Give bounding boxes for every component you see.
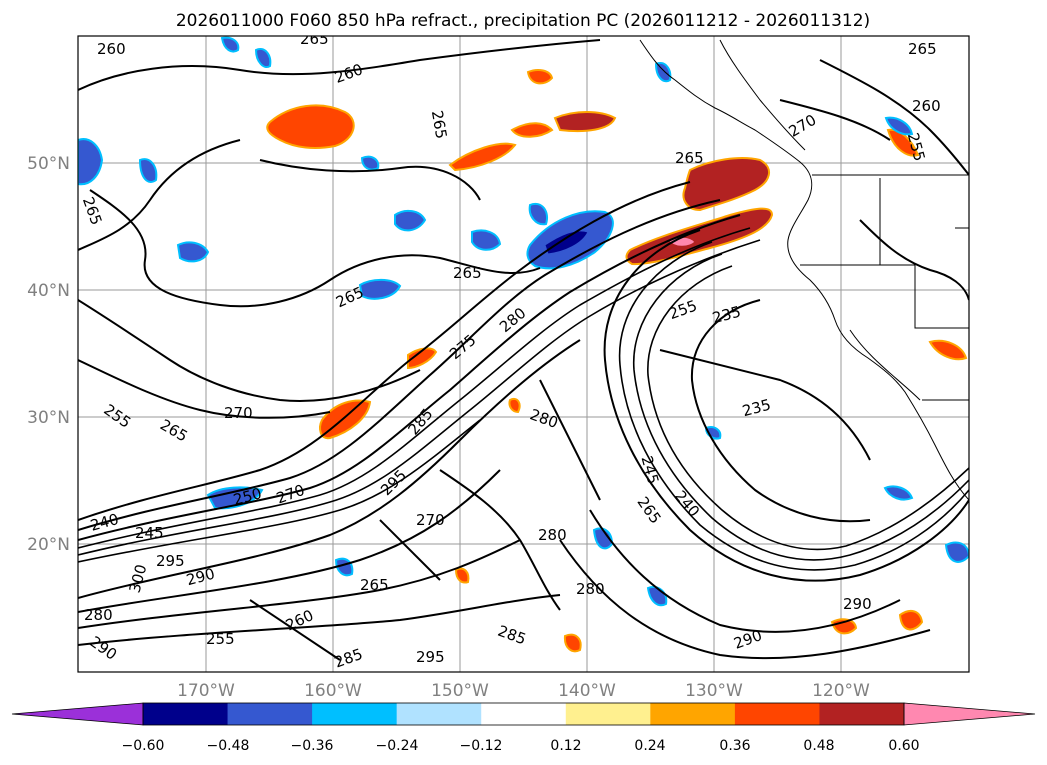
precip-patch-positive: [625, 207, 774, 266]
precip-patch-negative: [528, 202, 548, 226]
precip-patch-positive: [682, 157, 770, 212]
colorbar-segment: [143, 703, 229, 725]
precip-patch-negative: [654, 62, 672, 83]
contour-label: 270: [224, 404, 253, 422]
lon-label: 150°W: [431, 681, 489, 701]
map-frame: [77, 35, 970, 673]
precip-patch-positive: [898, 609, 924, 631]
colorbar-tick-label: −0.48: [207, 738, 250, 754]
colorbar-ticks: −0.60 −0.48 −0.36 −0.24 −0.12 0.12 0.24 …: [122, 738, 920, 754]
precip-patch-negative: [544, 230, 589, 255]
precip-patch-negative: [358, 278, 402, 300]
lon-label: 160°W: [304, 681, 362, 701]
precip-patch-negative: [394, 209, 427, 232]
colorbar-tick-label: 0.24: [634, 738, 665, 754]
lat-label: 30°N: [27, 408, 70, 428]
coastline: [639, 39, 969, 501]
longitude-labels: 170°W 160°W 150°W 140°W 130°W 120°W: [177, 681, 870, 701]
colorbar-segments: [143, 703, 905, 725]
colorbar-segment: [734, 703, 820, 725]
refractivity-contours: [78, 39, 969, 661]
colorbar-tick-label: 0.12: [550, 738, 581, 754]
contour-label: 265: [908, 40, 937, 58]
colorbar-segment: [565, 703, 651, 725]
precip-patch-positive: [266, 104, 355, 149]
latitude-labels: 50°N 40°N 30°N 20°N: [27, 154, 70, 555]
precip-patch-negative: [220, 36, 240, 53]
precip-patch-negative: [254, 48, 272, 68]
contour-label: 265: [453, 264, 482, 282]
contour-label: 260: [912, 97, 941, 115]
precip-patch-positive: [553, 111, 617, 133]
lat-label: 40°N: [27, 281, 70, 301]
colorbar-segment: [396, 703, 482, 725]
precip-patch-positive: [454, 567, 470, 584]
colorbar-segment: [481, 703, 567, 725]
contour-label: 260: [97, 40, 126, 58]
colorbar-tick-label: 0.36: [719, 738, 750, 754]
chart-title: 2026011000 F060 850 hPa refract., precip…: [176, 11, 870, 31]
precip-patch-positive: [448, 142, 517, 172]
precip-patch-positive: [508, 398, 521, 414]
precip-patch-negative: [944, 541, 969, 563]
colorbar-min-extend: [11, 702, 144, 726]
colorbar-max-extend: [903, 702, 1036, 726]
contour-label: 280: [538, 526, 567, 544]
contour-label: 265: [428, 109, 451, 140]
precip-patch-positive: [526, 69, 554, 85]
contour-label: 245: [135, 524, 164, 542]
contour-label: 280: [84, 606, 113, 624]
precip-patch-positive: [928, 339, 968, 361]
colorbar-segment: [650, 703, 736, 725]
colorbar-frame: [142, 702, 905, 726]
lon-label: 130°W: [685, 681, 743, 701]
colorbar-tick-label: −0.12: [460, 738, 503, 754]
contour-label: 265: [675, 149, 704, 167]
precip-patch-positive: [407, 347, 438, 370]
colorbar: −0.60 −0.48 −0.36 −0.24 −0.12 0.12 0.24 …: [11, 702, 1036, 754]
precip-patch-negative: [176, 241, 210, 263]
colorbar-tick-label: 0.48: [803, 738, 834, 754]
precip-patch-positive: [510, 122, 554, 138]
lon-label: 140°W: [558, 681, 616, 701]
precip-patch-negative: [884, 116, 914, 136]
colorbar-segment: [312, 703, 398, 725]
precip-patch-negative: [78, 138, 104, 186]
lon-label: 120°W: [812, 681, 870, 701]
colorbar-tick-label: −0.36: [291, 738, 334, 754]
colorbar-tick-label: 0.60: [888, 738, 919, 754]
contour-label: 290: [843, 595, 872, 613]
precip-patch-negative: [206, 486, 264, 510]
precip-patch-negative: [883, 485, 914, 501]
colorbar-tick-label: −0.60: [122, 738, 165, 754]
lat-label: 50°N: [27, 154, 70, 174]
contour-label: 280: [576, 580, 605, 598]
contour-label: 270: [416, 511, 445, 529]
precip-patch-negative: [138, 158, 158, 183]
contour-label: 255: [206, 630, 235, 648]
colorbar-segment: [227, 703, 313, 725]
contour-label: 295: [416, 648, 445, 666]
colorbar-tick-label: −0.24: [376, 738, 419, 754]
colorbar-segment: [819, 703, 905, 725]
precip-patch-negative: [360, 155, 380, 171]
precip-patch-positive: [563, 633, 582, 653]
map-background: [78, 36, 969, 672]
lon-label: 170°W: [177, 681, 235, 701]
contour-label: 265: [360, 576, 389, 594]
precip-patch-negative: [471, 229, 502, 251]
lat-label: 20°N: [27, 535, 70, 555]
contour-label: 265: [300, 30, 329, 48]
contour-label: 295: [156, 552, 185, 570]
precip-patches: [78, 36, 969, 653]
map-panel: 260 265 265 265 265 265 260 270 255 260 …: [77, 30, 970, 673]
